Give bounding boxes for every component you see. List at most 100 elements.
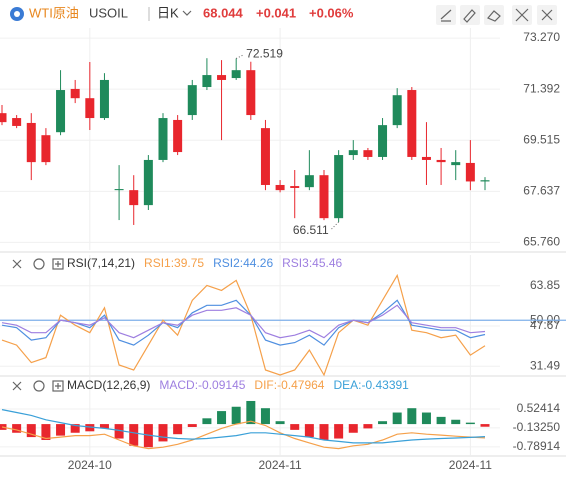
y-tick-label: 73.270	[523, 30, 560, 44]
candle-body	[392, 95, 402, 126]
candle-body	[70, 88, 80, 99]
macd-bar	[480, 424, 490, 427]
macd-bar	[392, 412, 402, 425]
indicator-line	[1, 409, 486, 444]
candle-body	[465, 162, 475, 182]
annotation-leader	[330, 221, 339, 231]
macd-bar	[70, 424, 80, 433]
candle-body	[319, 175, 329, 219]
candle-body	[202, 75, 212, 88]
x-tick-label: 2024-11	[259, 458, 302, 472]
macd-bar	[187, 424, 197, 427]
macd-bar	[378, 421, 388, 425]
candle-body	[378, 125, 388, 157]
hide-icon[interactable]	[12, 259, 22, 269]
y-tick-label: 69.515	[523, 132, 560, 146]
last-price: 68.044	[203, 5, 244, 20]
macd-bar	[451, 419, 461, 425]
macd-bar	[202, 418, 212, 425]
expand-icon[interactable]	[52, 380, 64, 392]
fullscreen-icon	[515, 8, 529, 22]
y-tick-label: 67.637	[523, 183, 560, 197]
candle-body	[187, 85, 197, 116]
macd-bar	[173, 424, 183, 435]
legend-text: RSI1:39.75	[144, 256, 204, 270]
x-tick-label: 2024-11	[449, 458, 492, 472]
macd-bar	[421, 412, 431, 425]
candle-body	[451, 162, 461, 166]
candle-body	[436, 159, 446, 163]
macd-bar	[26, 424, 36, 438]
x-tick-label: 2024-10	[68, 458, 112, 472]
y-tick-label: 71.392	[523, 81, 560, 95]
y-tick-label: 0.52414	[517, 401, 561, 415]
indicator-line	[1, 304, 486, 339]
y-tick-label: -0.78914	[513, 439, 561, 453]
candle-body	[363, 150, 373, 157]
legend-text: DIF:-0.47964	[254, 378, 324, 392]
expand-icon[interactable]	[52, 258, 64, 270]
candle-body	[290, 186, 300, 188]
macd-bar	[99, 424, 109, 429]
candle-body	[143, 159, 153, 206]
macd-bar	[260, 408, 270, 425]
period[interactable]: 日K	[157, 5, 179, 20]
candle-body	[129, 190, 139, 206]
candle-body	[231, 70, 241, 79]
macd-bar	[158, 424, 168, 442]
symbol: USOIL	[89, 5, 128, 20]
y-tick-label: 65.760	[523, 235, 560, 249]
candle-body	[158, 118, 168, 160]
macd-bar	[217, 411, 227, 425]
pen-tool-icon	[463, 9, 476, 23]
legend-text: RSI3:45.46	[282, 256, 342, 270]
close-icon	[541, 9, 553, 21]
candle-body	[26, 122, 36, 163]
erase-tool-button[interactable]	[484, 5, 504, 25]
instrument-name: WTI原油	[29, 5, 79, 20]
macd-bar	[348, 424, 358, 433]
candle-body	[348, 150, 358, 156]
candle-body	[421, 156, 431, 160]
candle-body	[114, 189, 124, 191]
legend-text: RSI2:44.26	[213, 256, 273, 270]
macd-bar	[85, 424, 95, 432]
dropdown-icon[interactable]	[182, 10, 192, 16]
annotation: 66.511	[293, 223, 329, 237]
legend-text: RSI(7,14,21)	[67, 256, 135, 270]
candle-body	[173, 119, 183, 153]
macd-bar	[246, 400, 256, 425]
settings-icon[interactable]	[33, 258, 45, 270]
candle-body	[217, 75, 227, 80]
indicator-line	[1, 299, 486, 346]
hide-icon[interactable]	[12, 381, 22, 391]
macd-bar	[275, 421, 285, 425]
macd-bar	[334, 424, 344, 439]
candle-body	[56, 90, 66, 133]
macd-bar	[363, 424, 373, 429]
candle-body	[334, 155, 344, 219]
price-change: +0.041	[256, 5, 296, 20]
draw-tool-icon	[440, 9, 452, 22]
macd-bar	[290, 424, 300, 430]
macd-bar	[56, 424, 66, 436]
macd-bar	[129, 424, 139, 446]
macd-bar	[231, 406, 241, 425]
y-tick-label: 63.85	[530, 278, 560, 292]
candle-body	[41, 135, 51, 163]
macd-bar	[436, 416, 446, 425]
pen-tool-button[interactable]	[460, 5, 480, 25]
y-tick-label: -0.13250	[513, 420, 561, 434]
candle-body	[304, 175, 314, 188]
candle-body	[12, 118, 22, 126]
candle-body	[85, 98, 95, 119]
expand-icon-cross	[55, 383, 61, 389]
candle-body	[275, 184, 285, 191]
settings-icon[interactable]	[33, 380, 45, 392]
indicator-line	[1, 420, 486, 450]
candle-body	[246, 70, 256, 116]
macd-bar	[465, 422, 475, 425]
erase-tool-icon	[487, 10, 501, 22]
legend-text: MACD:-0.09145	[159, 378, 245, 392]
